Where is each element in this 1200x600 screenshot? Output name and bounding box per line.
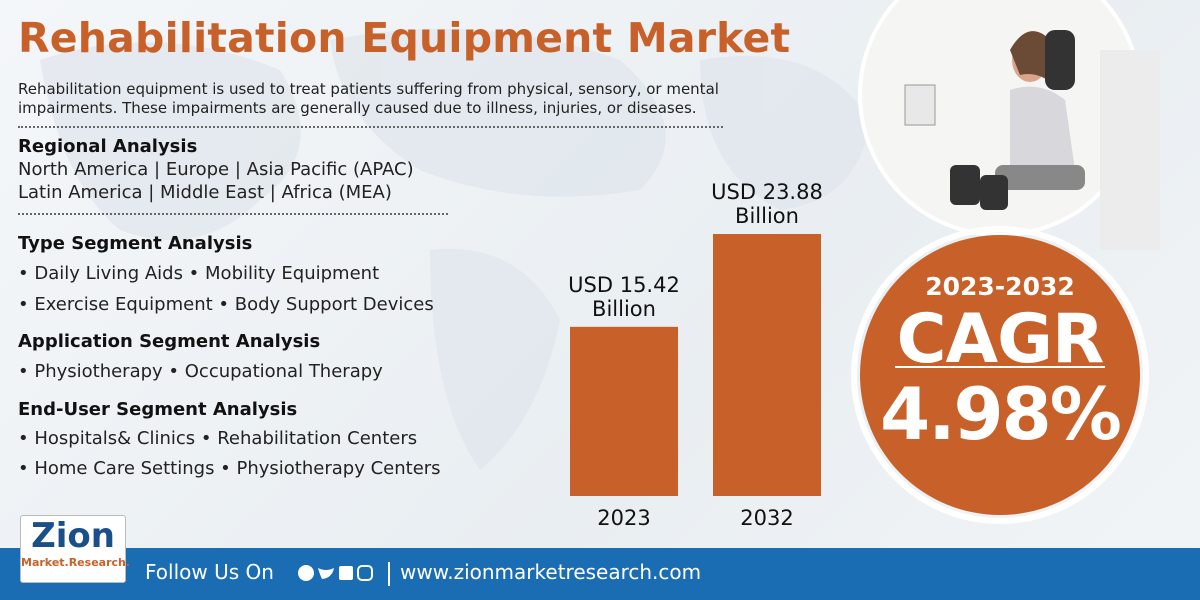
- category-label: 2023: [597, 506, 651, 530]
- facebook-icon[interactable]: [298, 565, 314, 581]
- bar: [570, 326, 678, 496]
- description: Rehabilitation equipment is used to trea…: [18, 80, 719, 117]
- footer-divider: [388, 562, 390, 586]
- footer-bar: [0, 548, 1200, 600]
- instagram-icon[interactable]: [357, 565, 373, 581]
- value-label: USD 23.88 Billion: [711, 180, 823, 228]
- section-line: • Daily Living Aids • Mobility Equipment: [18, 263, 380, 284]
- value-label: USD 15.42 Billion: [568, 272, 680, 321]
- section-line: • Physiotherapy • Occupational Therapy: [18, 361, 383, 382]
- section-heading: End-User Segment Analysis: [18, 399, 298, 420]
- photo-illustration: [904, 30, 1160, 250]
- social-icons: [298, 565, 373, 581]
- section-heading: Regional Analysis: [18, 136, 198, 157]
- section-line: Latin America | Middle East | Africa (ME…: [18, 182, 392, 203]
- cagr-value: 4.98%: [880, 372, 1122, 456]
- category-label: 2032: [740, 506, 794, 530]
- logo-name: Zion: [31, 516, 115, 556]
- cagr-label: CAGR: [896, 300, 1105, 379]
- separator: [18, 126, 723, 128]
- cagr-period: 2023-2032: [925, 272, 1075, 301]
- section-line: North America | Europe | Asia Pacific (A…: [18, 159, 414, 180]
- separator: [18, 213, 448, 215]
- section-heading: Type Segment Analysis: [18, 233, 253, 254]
- linkedin-icon[interactable]: [339, 566, 353, 580]
- section-heading: Application Segment Analysis: [18, 331, 321, 352]
- title: Rehabilitation Equipment Market: [18, 14, 791, 62]
- follow-text: Follow Us On: [145, 560, 274, 584]
- section-line: • Home Care Settings • Physiotherapy Cen…: [18, 458, 441, 479]
- website[interactable]: www.zionmarketresearch.com: [400, 560, 702, 584]
- bar: [713, 234, 821, 496]
- section-line: • Exercise Equipment • Body Support Devi…: [18, 294, 434, 315]
- section-line: • Hospitals& Clinics • Rehabilitation Ce…: [18, 428, 418, 449]
- twitter-icon[interactable]: [318, 568, 334, 579]
- logo-box: Zion Market.Research.: [20, 515, 131, 583]
- cagr-circle: [860, 235, 1140, 515]
- logo-sub: Market.Research.: [21, 556, 131, 569]
